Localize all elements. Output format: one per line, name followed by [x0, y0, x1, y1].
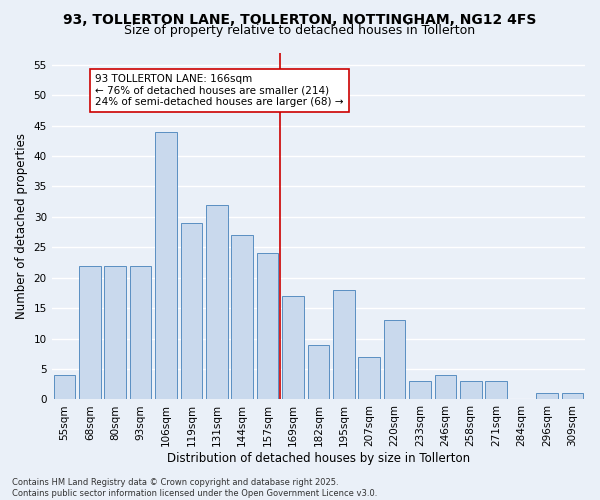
Bar — [485, 381, 507, 400]
Bar — [409, 381, 431, 400]
Bar — [104, 266, 126, 400]
Bar — [130, 266, 151, 400]
Y-axis label: Number of detached properties: Number of detached properties — [15, 133, 28, 319]
Bar — [536, 394, 557, 400]
Text: Contains HM Land Registry data © Crown copyright and database right 2025.
Contai: Contains HM Land Registry data © Crown c… — [12, 478, 377, 498]
Bar — [155, 132, 177, 400]
Text: 93 TOLLERTON LANE: 166sqm
← 76% of detached houses are smaller (214)
24% of semi: 93 TOLLERTON LANE: 166sqm ← 76% of detac… — [95, 74, 343, 107]
Bar — [53, 375, 75, 400]
Bar — [282, 296, 304, 400]
Bar — [434, 375, 456, 400]
Bar — [562, 394, 583, 400]
Text: 93, TOLLERTON LANE, TOLLERTON, NOTTINGHAM, NG12 4FS: 93, TOLLERTON LANE, TOLLERTON, NOTTINGHA… — [64, 12, 536, 26]
Bar — [206, 204, 227, 400]
Text: Size of property relative to detached houses in Tollerton: Size of property relative to detached ho… — [124, 24, 476, 37]
Bar — [358, 357, 380, 400]
Bar — [460, 381, 482, 400]
X-axis label: Distribution of detached houses by size in Tollerton: Distribution of detached houses by size … — [167, 452, 470, 465]
Bar — [79, 266, 101, 400]
Bar — [257, 254, 278, 400]
Bar — [181, 223, 202, 400]
Bar — [308, 344, 329, 400]
Bar — [384, 320, 406, 400]
Bar — [232, 235, 253, 400]
Bar — [333, 290, 355, 400]
